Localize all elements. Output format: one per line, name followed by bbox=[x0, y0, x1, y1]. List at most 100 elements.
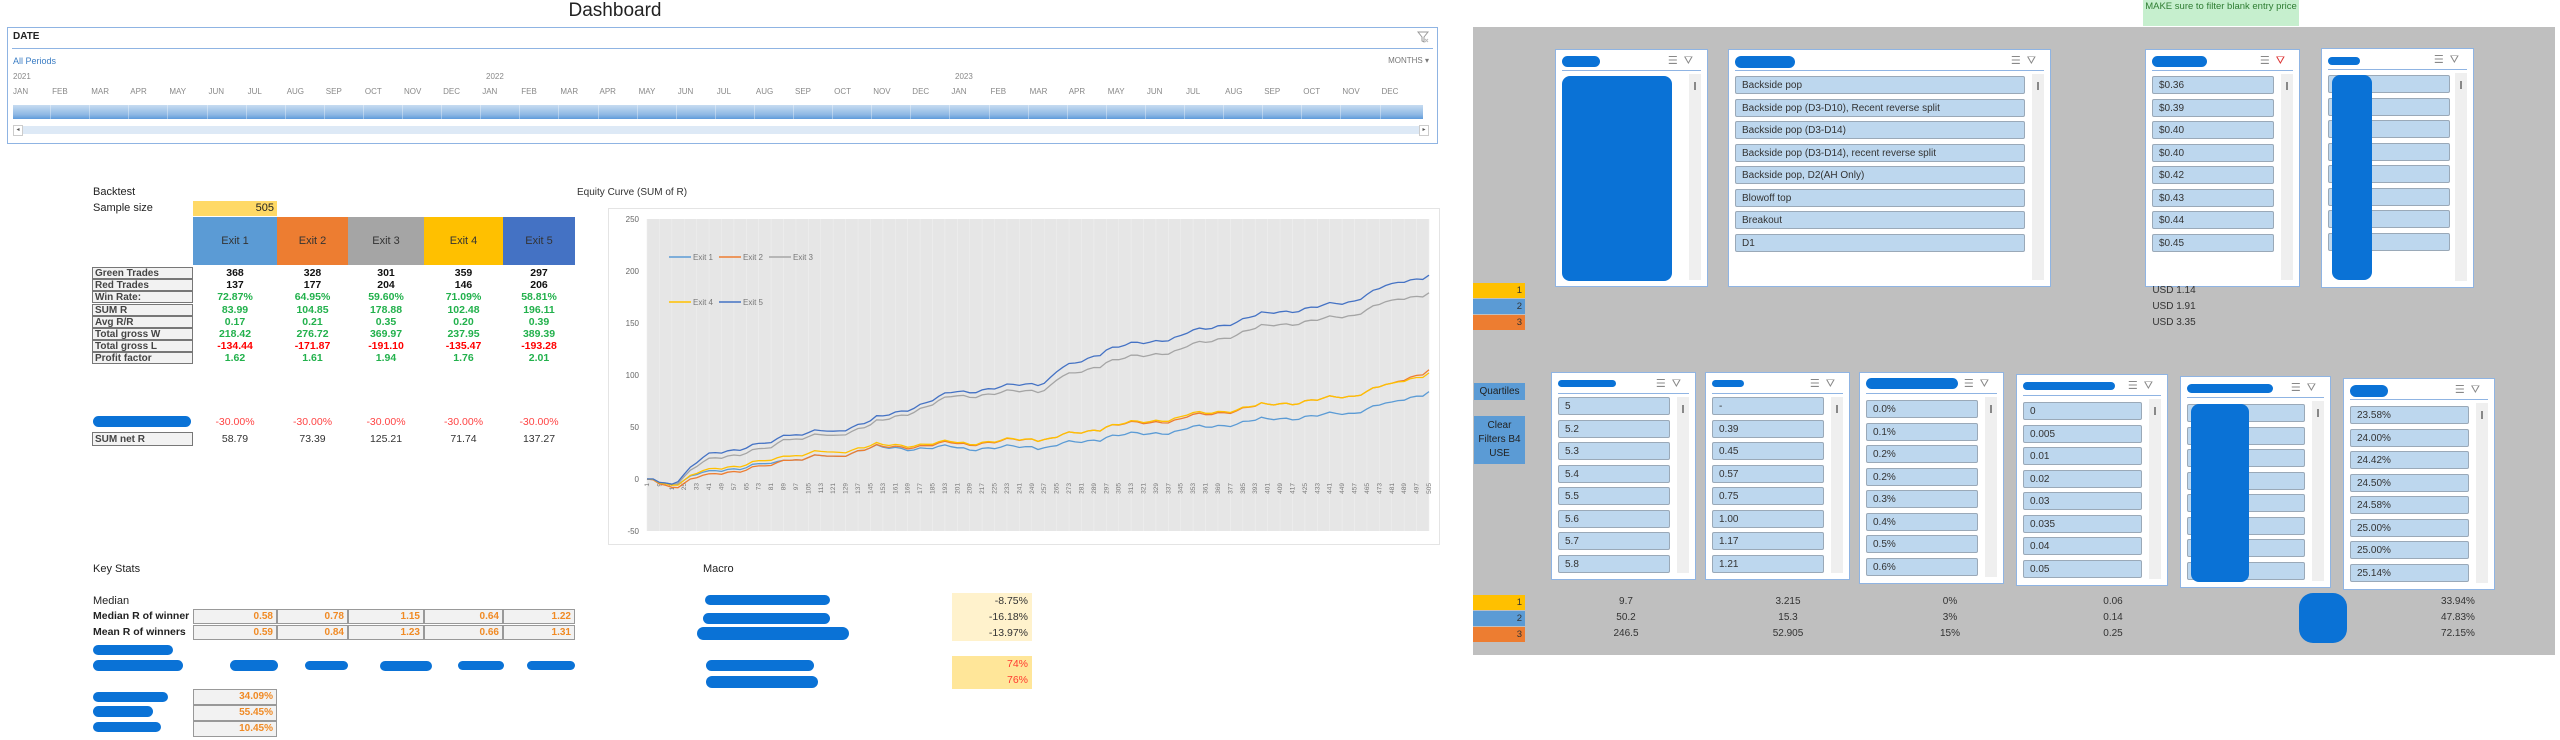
timeline-month-label[interactable]: MAR bbox=[91, 87, 109, 96]
slicer-item[interactable]: 5.6 bbox=[1558, 509, 1670, 528]
slicer-item[interactable]: 0.005 bbox=[2023, 424, 2142, 443]
clear-filter-icon[interactable]: ⛛ bbox=[2143, 380, 2159, 392]
slicer-item[interactable]: 24.00% bbox=[2350, 428, 2469, 447]
timeline-month-label[interactable]: APR bbox=[599, 87, 616, 96]
timeline-month-label[interactable]: MAY bbox=[638, 87, 656, 96]
slicer-item[interactable]: 0.01 bbox=[2023, 447, 2142, 465]
granularity-dropdown[interactable]: MONTHS ▾ bbox=[1388, 56, 1429, 65]
slicer-item[interactable]: 23.58% bbox=[2350, 406, 2469, 424]
slicer-item[interactable]: Backside pop bbox=[1735, 76, 2025, 94]
slicer-item[interactable]: 24.50% bbox=[2350, 473, 2469, 492]
slicer-item[interactable]: 1.00 bbox=[1712, 509, 1824, 528]
slicer-scrollbar[interactable] bbox=[2154, 407, 2156, 415]
slicer-entry-price[interactable]: ☰⛛ $0.36 $0.39 $0.40 $0.40 $0.42 $0.43 $0.44 $0… bbox=[2145, 49, 2300, 287]
slicer-item[interactable]: 0.4% bbox=[1866, 512, 1978, 531]
scroll-right-button[interactable]: ▸ bbox=[1419, 125, 1429, 136]
slicer-item[interactable]: 0 bbox=[2023, 402, 2142, 420]
timeline-month-label[interactable]: OCT bbox=[364, 87, 382, 96]
slicer-bottom-5[interactable]: ☰⛛ bbox=[2180, 376, 2331, 588]
slicer-item[interactable]: $0.40 bbox=[2152, 143, 2274, 162]
clear-filter-icon-active[interactable]: ⛛ bbox=[2275, 55, 2291, 67]
clear-filter-icon[interactable]: ⛛ bbox=[2026, 55, 2042, 67]
timeline-scrollbar[interactable] bbox=[13, 126, 1429, 134]
slicer-item[interactable]: 5.8 bbox=[1558, 554, 1670, 573]
multiselect-icon[interactable]: ☰ bbox=[1963, 378, 1980, 390]
slicer-redacted-2[interactable]: ☰⛛ bbox=[2321, 48, 2474, 288]
slicer-item[interactable]: Backside pop, D2(AH Only) bbox=[1735, 166, 2025, 184]
slicer-item[interactable]: D1 bbox=[1735, 233, 2025, 252]
slicer-item[interactable]: 0.1% bbox=[1866, 422, 1978, 441]
multiselect-icon[interactable]: ☰ bbox=[1667, 55, 1684, 67]
timeline-month-label[interactable]: FEB bbox=[990, 87, 1007, 96]
slicer-item[interactable]: 5.3 bbox=[1558, 442, 1670, 460]
slicer-item[interactable]: 1.17 bbox=[1712, 532, 1824, 550]
slicer-bottom-2[interactable]: ☰⛛ - 0.39 0.45 0.57 0.75 1.00 1.17 1.21 bbox=[1705, 372, 1850, 580]
slicer-item[interactable]: 0.75 bbox=[1712, 487, 1824, 505]
slicer-scrollbar[interactable] bbox=[1694, 82, 1696, 90]
slicer-redacted-1[interactable]: ☰⛛ bbox=[1555, 49, 1708, 287]
slicer-item[interactable]: 5.5 bbox=[1558, 487, 1670, 505]
slicer-setup[interactable]: ☰⛛ Backside pop Backside pop (D3-D10), Re… bbox=[1728, 49, 2051, 287]
multiselect-icon[interactable]: ☰ bbox=[2433, 54, 2450, 66]
slicer-item[interactable]: 24.42% bbox=[2350, 451, 2469, 469]
slicer-item[interactable]: Backside pop (D3-D14), recent reverse sp… bbox=[1735, 143, 2025, 162]
timeline-month-label[interactable]: DEC bbox=[443, 87, 460, 96]
timeline-month-label[interactable]: MAY bbox=[169, 87, 187, 96]
slicer-item[interactable]: 5.7 bbox=[1558, 532, 1670, 550]
clear-filter-icon[interactable]: ⛛ bbox=[1683, 55, 1699, 67]
multiselect-icon[interactable]: ☰ bbox=[1655, 378, 1672, 390]
clear-filter-icon[interactable]: ⛛ bbox=[2306, 382, 2322, 394]
timeline-month-label[interactable]: JUL bbox=[247, 87, 262, 96]
timeline-month-label[interactable]: FEB bbox=[521, 87, 537, 96]
multiselect-icon[interactable]: ☰ bbox=[2290, 382, 2307, 394]
slicer-item[interactable]: 0.02 bbox=[2023, 469, 2142, 488]
slicer-item[interactable]: 0.2% bbox=[1866, 467, 1978, 486]
multiselect-icon[interactable]: ☰ bbox=[2010, 55, 2027, 67]
timeline-month-label[interactable]: JAN bbox=[482, 87, 498, 96]
multiselect-icon[interactable]: ☰ bbox=[2127, 380, 2144, 392]
timeline-month-label[interactable]: NOV bbox=[873, 87, 891, 96]
slicer-item[interactable]: Breakout bbox=[1735, 211, 2025, 229]
slicer-item[interactable]: 0.5% bbox=[1866, 535, 1978, 553]
slicer-item[interactable]: 0.6% bbox=[1866, 557, 1978, 576]
slicer-bottom-6[interactable]: ☰⛛ 23.58% 24.00% 24.42% 24.50% 24.58% 25.00% 2… bbox=[2343, 378, 2495, 590]
slicer-item[interactable]: 25.00% bbox=[2350, 518, 2469, 537]
slicer-item[interactable]: Blowoff top bbox=[1735, 188, 2025, 207]
slicer-bottom-1[interactable]: ☰⛛ 5 5.2 5.3 5.4 5.5 5.6 5.7 5.8 bbox=[1551, 372, 1696, 580]
slicer-scrollbar[interactable] bbox=[2037, 82, 2039, 90]
slicer-scrollbar[interactable] bbox=[2286, 82, 2288, 90]
timeline-month-label[interactable]: NOV bbox=[404, 87, 422, 96]
multiselect-icon[interactable]: ☰ bbox=[2259, 55, 2276, 67]
timeline-month-label[interactable]: JAN bbox=[13, 87, 29, 96]
slicer-item[interactable]: 0.57 bbox=[1712, 464, 1824, 483]
clear-filter-icon[interactable]: ⛛ bbox=[1671, 378, 1687, 390]
timeline-month-label[interactable]: APR bbox=[1068, 87, 1086, 96]
slicer-item[interactable]: 0.2% bbox=[1866, 445, 1978, 463]
slicer-item[interactable]: 24.58% bbox=[2350, 496, 2469, 514]
slicer-item[interactable]: 5.2 bbox=[1558, 419, 1670, 438]
slicer-item[interactable]: 5 bbox=[1558, 397, 1670, 415]
slicer-item[interactable]: $0.42 bbox=[2152, 166, 2274, 184]
timeline-month-label[interactable]: DEC bbox=[912, 87, 930, 96]
slicer-item[interactable]: 1.21 bbox=[1712, 554, 1824, 573]
slicer-bottom-4[interactable]: ☰⛛ 0 0.005 0.01 0.02 0.03 0.035 0.04 0.05 bbox=[2016, 374, 2168, 586]
slicer-item[interactable]: $0.36 bbox=[2152, 76, 2274, 94]
slicer-item[interactable]: 0.0% bbox=[1866, 400, 1978, 418]
slicer-item[interactable]: 25.14% bbox=[2350, 563, 2469, 582]
clear-filter-icon[interactable]: ⛛ bbox=[2470, 384, 2486, 396]
timeline-month-label[interactable]: JUN bbox=[677, 87, 694, 96]
timeline-month-label[interactable]: OCT bbox=[834, 87, 851, 96]
slicer-item[interactable]: 5.4 bbox=[1558, 464, 1670, 483]
slicer-item[interactable]: 0.3% bbox=[1866, 490, 1978, 508]
slicer-item[interactable]: Backside pop (D3-D14) bbox=[1735, 121, 2025, 139]
timeline-month-label[interactable]: JUL bbox=[716, 87, 732, 96]
clear-filter-icon[interactable]: ⛛ bbox=[1979, 378, 1995, 390]
date-timeline-slicer[interactable]: DATE All Periods MONTHS ▾ 2021 2022 2023 J… bbox=[7, 27, 1438, 144]
multiselect-icon[interactable]: ☰ bbox=[2454, 384, 2471, 396]
timeline-month-label[interactable]: FEB bbox=[52, 87, 68, 96]
slicer-item[interactable]: 25.00% bbox=[2350, 541, 2469, 559]
slicer-bottom-3[interactable]: ☰⛛ 0.0% 0.1% 0.2% 0.2% 0.3% 0.4% 0.5% 0.6% bbox=[1859, 372, 2004, 584]
slicer-item[interactable]: $0.40 bbox=[2152, 121, 2274, 139]
slicer-scrollbar[interactable] bbox=[1836, 405, 1838, 413]
equity-curve-chart[interactable]: -50 0 50 100 150 200 250 1 9 17 25 33 41 49 57 65 73 81 89… bbox=[608, 208, 1440, 545]
